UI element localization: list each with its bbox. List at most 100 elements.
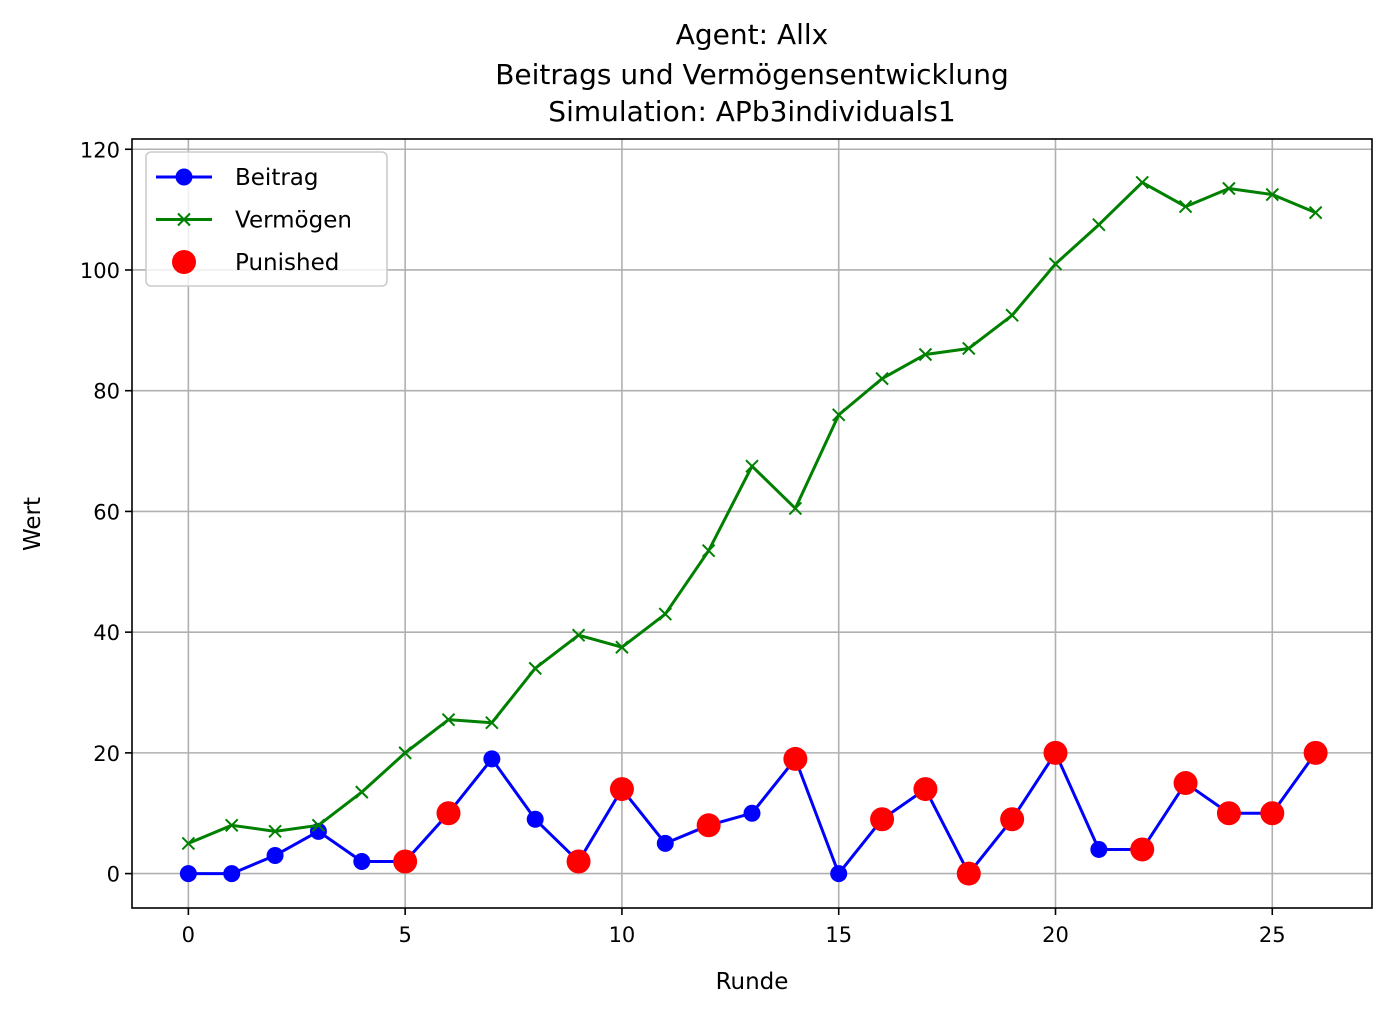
data-point-verm-gen-stroke [1048,257,1063,271]
y-tick-label: 100 [80,259,120,283]
data-point-verm-gen-stroke [485,715,499,730]
data-point-verm-gen-stroke [441,712,456,727]
data-point-verm-gen [225,818,239,833]
data-point-verm-gen [355,785,369,799]
title-line-2: Beitrags und Vermögensentwicklung [495,58,1009,91]
x-tick-label: 25 [1259,923,1286,947]
y-tick-label: 60 [93,500,120,524]
data-point-verm-gen-stroke [962,341,976,356]
data-point-verm-gen-stroke [181,836,196,851]
series-verm-gen [181,175,1323,851]
data-point-punished [1303,740,1328,765]
data-point-verm-gen-stroke [875,371,889,386]
data-point-verm-gen [918,347,933,362]
data-point-verm-gen-stroke [701,543,716,558]
data-point-verm-gen-stroke [398,746,412,760]
data-point-verm-gen-stroke [1135,175,1149,190]
data-point-beitrag [830,865,848,883]
data-point-verm-gen-stroke [311,818,326,833]
data-point-verm-gen-stroke [528,661,542,676]
series-beitrag [179,744,1325,883]
legend-label-verm-gen: Vermögen [235,208,352,234]
data-point-verm-gen [441,712,456,727]
data-point-punished [436,801,461,826]
data-point-verm-gen-stroke [658,607,672,621]
y-tick-label: 80 [93,380,120,404]
data-point-verm-gen-stroke [571,628,586,642]
data-point-punished [609,777,634,802]
title-line-1: Agent: Allx [676,18,829,51]
data-point-beitrag [526,810,544,828]
data-point-punished [1130,837,1155,862]
data-point-verm-gen-stroke [1092,218,1106,232]
data-point-verm-gen-stroke [1265,187,1279,202]
legend: Beitrag Vermögen Punished [145,151,388,287]
data-point-verm-gen-stroke [268,824,282,839]
data-point-punished [1260,801,1285,826]
y-tick-label: 40 [93,621,120,645]
data-point-verm-gen [268,824,282,839]
data-point-beitrag [353,853,371,871]
data-point-punished [1216,801,1241,826]
data-point-verm-gen [398,746,412,760]
data-point-punished [696,813,721,838]
data-point-punished [1173,771,1198,796]
legend-marker-beitrag [175,168,193,186]
legend-label-punished: Punished [235,250,339,276]
legend-box [145,151,388,287]
chart-title: Agent: Allx Beitrags und Vermögensentwic… [495,18,1009,128]
data-point-verm-gen [181,836,196,851]
series-punished [393,740,1328,886]
data-point-verm-gen [1222,181,1236,196]
data-point-punished [956,861,981,886]
plot-area [179,175,1328,886]
data-point-beitrag [1090,840,1108,858]
y-tick-label: 120 [80,138,120,162]
data-point-beitrag [483,750,501,768]
data-point-punished [783,746,808,771]
data-point-beitrag [179,865,197,883]
data-point-punished [1043,740,1068,765]
axes-frame [131,138,1373,909]
data-point-verm-gen [962,341,976,356]
data-point-verm-gen [745,459,759,473]
x-tick-label: 10 [609,923,636,947]
data-point-verm-gen [528,661,542,676]
data-point-verm-gen [658,607,672,621]
legend-marker-verm-gen-stroke [177,212,191,227]
axis-ticks: 0 5 10 15 20 25 0 20 40 60 80 100 120 [80,138,1286,947]
y-tick-label: 20 [93,742,120,766]
data-point-punished [913,777,938,802]
data-point-verm-gen [1308,205,1323,220]
data-point-verm-gen-stroke [1178,199,1193,214]
data-point-punished [870,807,895,832]
data-point-verm-gen [875,371,889,386]
data-point-verm-gen [1005,308,1019,322]
data-point-verm-gen-stroke [832,408,846,422]
data-point-verm-gen [485,715,499,730]
legend-label-beitrag: Beitrag [235,165,319,191]
data-point-verm-gen [615,640,629,654]
data-point-verm-gen [571,628,586,642]
data-point-verm-gen-stroke [615,640,629,654]
legend-marker-punished [172,250,196,274]
data-point-verm-gen-stroke [1308,205,1323,220]
data-point-verm-gen [832,408,846,422]
data-point-punished [566,849,591,874]
data-point-verm-gen [1265,187,1279,202]
x-tick-label: 0 [182,923,195,947]
data-point-verm-gen [311,818,326,833]
x-axis-label: Runde [716,969,789,995]
data-point-verm-gen-stroke [1005,308,1019,322]
y-tick-label: 0 [107,863,120,887]
data-point-beitrag [743,804,761,822]
data-point-verm-gen [1135,175,1149,190]
x-tick-label: 5 [398,923,411,947]
data-point-verm-gen-stroke [918,347,933,362]
data-point-verm-gen [701,543,716,558]
data-point-verm-gen [1092,218,1106,232]
data-point-beitrag [656,834,674,852]
data-point-beitrag [223,865,241,883]
data-point-verm-gen-stroke [745,459,759,473]
